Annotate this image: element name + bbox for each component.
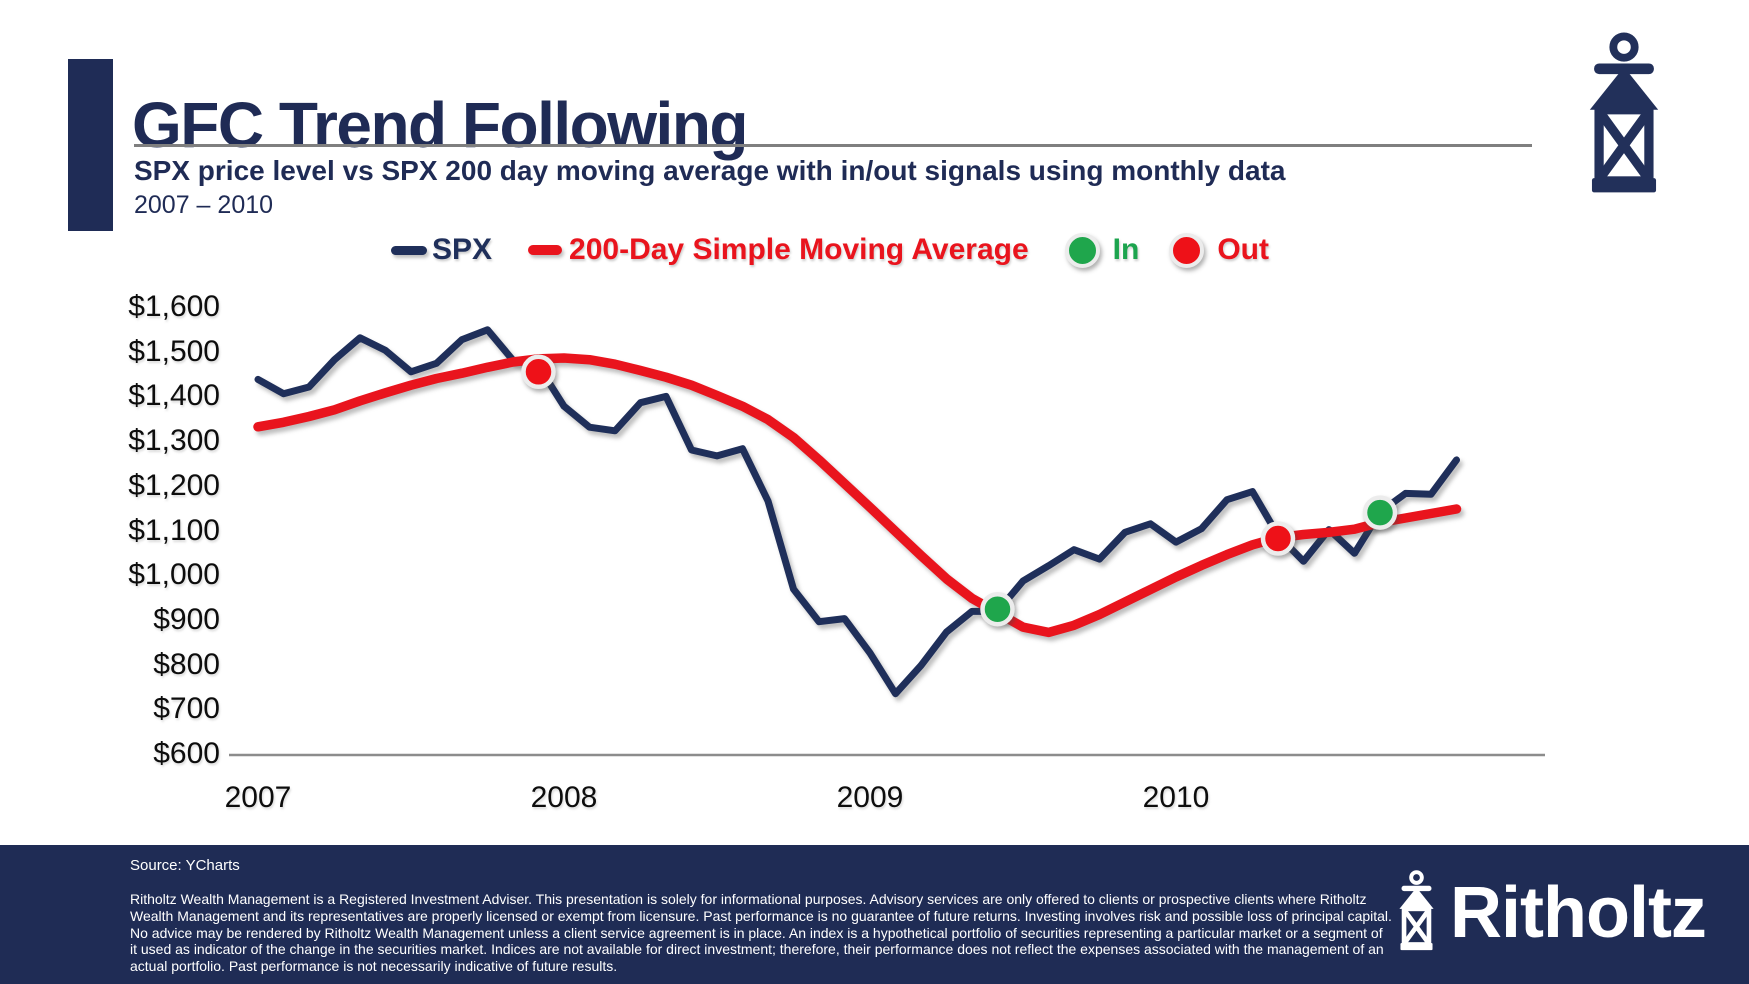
y-axis-tick-label: $1,300 (128, 424, 220, 458)
spx-line-swatch (391, 245, 427, 255)
y-axis-tick-label: $700 (153, 692, 220, 726)
legend-in-label: In (1112, 233, 1140, 266)
brand-wordmark: Ritholtz (1450, 873, 1707, 953)
sma-series-line (253, 353, 1462, 638)
y-axis-tick-label: $1,600 (128, 290, 220, 323)
y-axis-tick-label: $800 (153, 647, 220, 681)
footer-band: Source: YCharts Ritholtz Wealth Manageme… (0, 845, 1749, 984)
spx-series-line (254, 326, 1460, 698)
date-range: 2007 – 2010 (134, 191, 274, 219)
legend-spx-label: SPX (432, 233, 493, 266)
legend-out-label: Out (1217, 233, 1269, 266)
sma-line-swatch (528, 245, 563, 255)
x-axis-tick-label: 2009 (836, 781, 904, 814)
x-axis-tick-label: 2008 (530, 781, 598, 814)
y-axis-tick-label: $1,000 (128, 558, 220, 592)
out-signal-dot (1260, 521, 1296, 556)
in-signal-dot (980, 591, 1015, 627)
ritholtz-logo: Ritholtz (1398, 865, 1707, 961)
title-accent-bar (68, 59, 113, 231)
out-signal-dot (521, 354, 556, 390)
y-axis-tick-label: $1,200 (128, 468, 220, 502)
in-signal-swatch-icon (1064, 232, 1100, 268)
chart-subtitle: SPX price level vs SPX 200 day moving av… (134, 155, 1286, 186)
disclaimer-text: Ritholtz Wealth Management is a Register… (130, 891, 1392, 975)
y-axis-tick-label: $1,100 (128, 513, 220, 547)
x-axis-tick-label: 2007 (224, 781, 292, 814)
y-axis-tick-label: $600 (153, 737, 220, 770)
y-axis-tick-label: $1,400 (128, 379, 220, 413)
out-signal-swatch-icon (1169, 232, 1205, 268)
title-divider (134, 144, 1532, 147)
in-signal-dot (1362, 495, 1398, 530)
lantern-footer-icon (1398, 869, 1435, 958)
y-axis-tick-label: $1,500 (128, 334, 220, 368)
x-axis-tick-label: 2010 (1142, 781, 1210, 814)
source-note: Source: YCharts (130, 857, 240, 874)
legend-sma-label: 200-Day Simple Moving Average (569, 233, 1029, 266)
y-axis-tick-label: $900 (153, 602, 220, 636)
chart-legend: SPX 200-Day Simple Moving Average In Out (391, 232, 1269, 268)
